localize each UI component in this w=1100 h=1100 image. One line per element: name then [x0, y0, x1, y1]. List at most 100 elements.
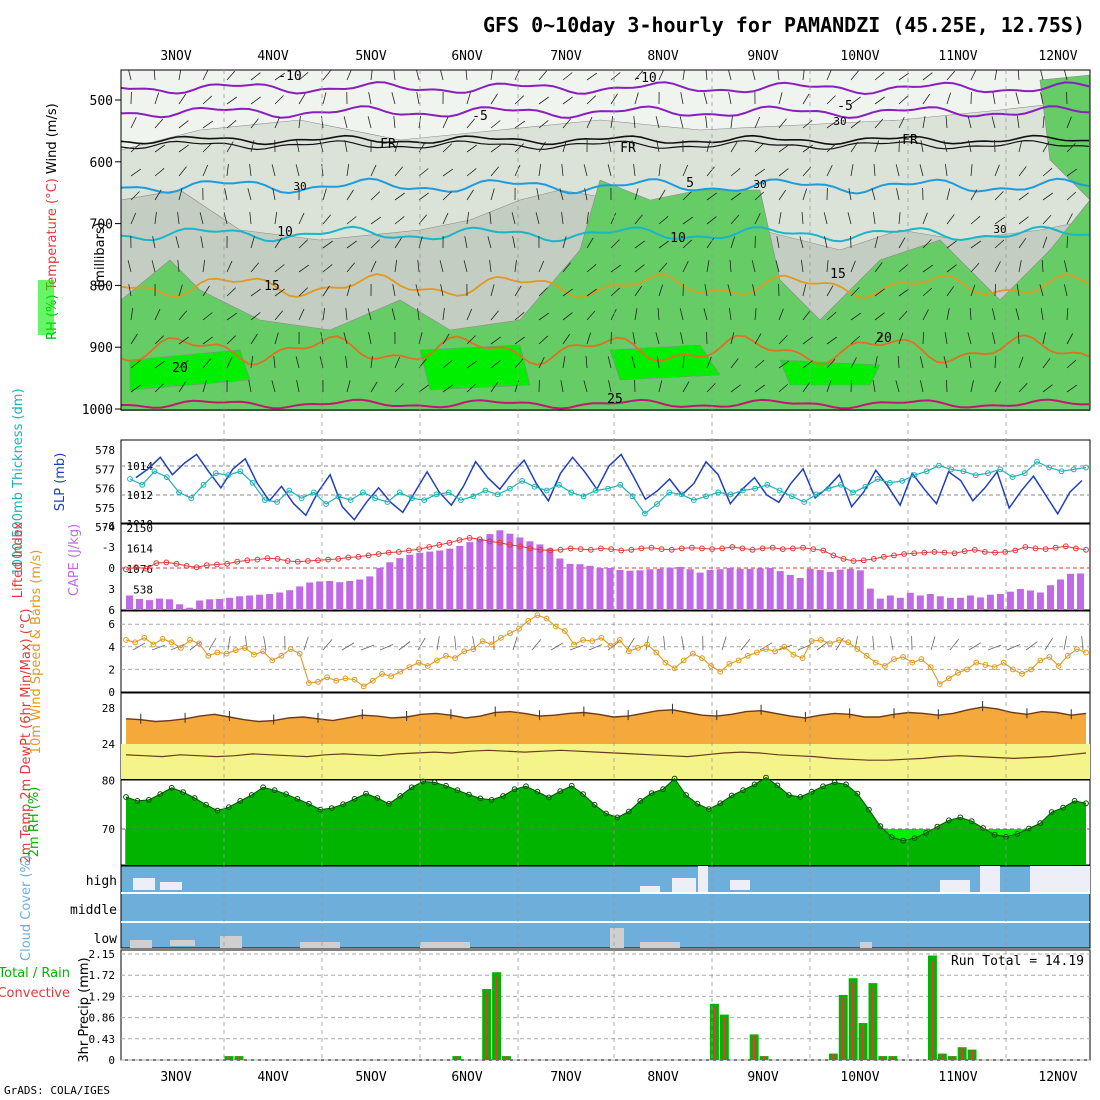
date-top-3NOV: 3NOV [160, 49, 191, 64]
wind-barb [394, 356, 401, 369]
wind-speed-line-point [909, 659, 916, 666]
wind-barb [202, 336, 213, 345]
lifted-index-line-point [527, 545, 534, 552]
wind-barb [850, 96, 861, 105]
wind-barb [946, 379, 948, 393]
wind-barb [634, 70, 644, 81]
rh-line-point [1071, 798, 1078, 804]
wind-speed-line-point [315, 678, 321, 685]
wind-barb [178, 360, 189, 369]
rh-line-point [214, 807, 221, 814]
rh-line-point [980, 825, 986, 831]
high-cloud-bar [1030, 866, 1090, 892]
wind-barb [322, 92, 327, 105]
contour-label: 15 [830, 267, 846, 282]
wind-speed-line-point [424, 663, 431, 669]
wind-barb [778, 92, 783, 105]
li-ytick: 6 [108, 604, 115, 617]
cloud-frame [120, 865, 1091, 949]
wind-barb [682, 164, 689, 177]
cape-bar [996, 594, 1004, 610]
thickness-line-point [862, 483, 869, 490]
th-ylabel2: SLP (mb) [53, 453, 68, 512]
wind-barb [538, 96, 549, 105]
cape-bar [216, 598, 224, 610]
lifted-index-line-point [699, 545, 705, 552]
date-top-4NOV: 4NOV [257, 49, 288, 64]
wind-barb [656, 140, 660, 153]
wind-barb [680, 92, 684, 105]
precip-convective-bar [891, 1056, 894, 1060]
wind-barb [633, 164, 636, 177]
cape-bar [676, 566, 684, 610]
wind-barb [895, 164, 900, 177]
temp-line [125, 706, 1087, 723]
wind-barb [442, 333, 450, 345]
contour-label: 15 [264, 279, 280, 294]
thickness-line-point [212, 470, 219, 477]
date-bottom-4NOV: 4NOV [257, 1070, 288, 1085]
wind-speed-line-point [589, 638, 596, 644]
surface-wind-barb [681, 636, 685, 651]
cape-bar [656, 568, 664, 610]
rh2m-panel: 70 80 2m RH (%) [27, 775, 1091, 866]
rh-line-point [340, 801, 347, 808]
lifted-index-line-point [274, 556, 281, 562]
cape-bar [326, 581, 334, 610]
isotherm-15 [121, 273, 1090, 299]
lifted-index-line-point [224, 560, 231, 567]
wind-barb [970, 284, 976, 297]
wind-barb [442, 116, 449, 129]
wind-barb [394, 237, 402, 249]
cape-bar [1026, 590, 1034, 610]
cape-bar [646, 569, 654, 610]
wind-barb [826, 336, 838, 345]
thickness-line-point [139, 481, 146, 488]
lifted-index-line-point [648, 544, 655, 551]
wind-barb [466, 308, 473, 321]
surface-wind-barb [227, 636, 231, 651]
wind-barb [586, 95, 596, 105]
lifted-index-line-point [769, 544, 776, 551]
cape-bar [126, 595, 133, 610]
lifted-index-line-point [305, 558, 311, 564]
rh-contour-label: 30 [993, 223, 1006, 236]
thickness-line-point [1058, 468, 1065, 475]
wind-barb [274, 237, 282, 249]
wind-barb [370, 191, 380, 201]
wind-barb [634, 308, 638, 321]
wind-barb [466, 92, 471, 105]
rh-shade-95 [129, 349, 251, 391]
rh-line-point [248, 792, 255, 798]
wind-barb [608, 140, 612, 153]
wind-barb [586, 263, 597, 273]
rh-line-point [1048, 809, 1055, 815]
wind-barb [898, 237, 906, 249]
wind-barb [1015, 308, 1020, 321]
thickness-line-point [899, 478, 906, 484]
lifted-index-line-point [153, 560, 160, 566]
cape-bar [776, 571, 784, 610]
wind-barb [250, 312, 261, 321]
low-cloud-bar [860, 942, 872, 948]
wind-barb [490, 284, 495, 297]
surface-wind-barb [436, 636, 440, 651]
precip-total-label: Total / Rain [0, 966, 70, 981]
isotherm-5 [121, 177, 1090, 195]
wind-barb [586, 212, 589, 225]
wind-barb [874, 236, 879, 249]
lifted-index-line-point [163, 559, 170, 566]
lifted-index-line-point [951, 550, 958, 557]
wind-barb [802, 119, 813, 129]
wind-barb [538, 335, 549, 345]
wind-barb [658, 262, 668, 273]
wind-barb [343, 332, 348, 345]
wind-barb [319, 140, 324, 153]
wind-barb [490, 166, 500, 177]
wind-barb [298, 212, 305, 225]
lifted-index-line-point [436, 542, 443, 548]
thickness-line-point [739, 487, 746, 494]
wind-barb [514, 164, 521, 177]
surface-wind-barb [512, 636, 518, 651]
wind-barb [346, 284, 351, 297]
